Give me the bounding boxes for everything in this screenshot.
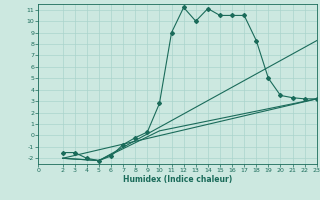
X-axis label: Humidex (Indice chaleur): Humidex (Indice chaleur) [123,175,232,184]
